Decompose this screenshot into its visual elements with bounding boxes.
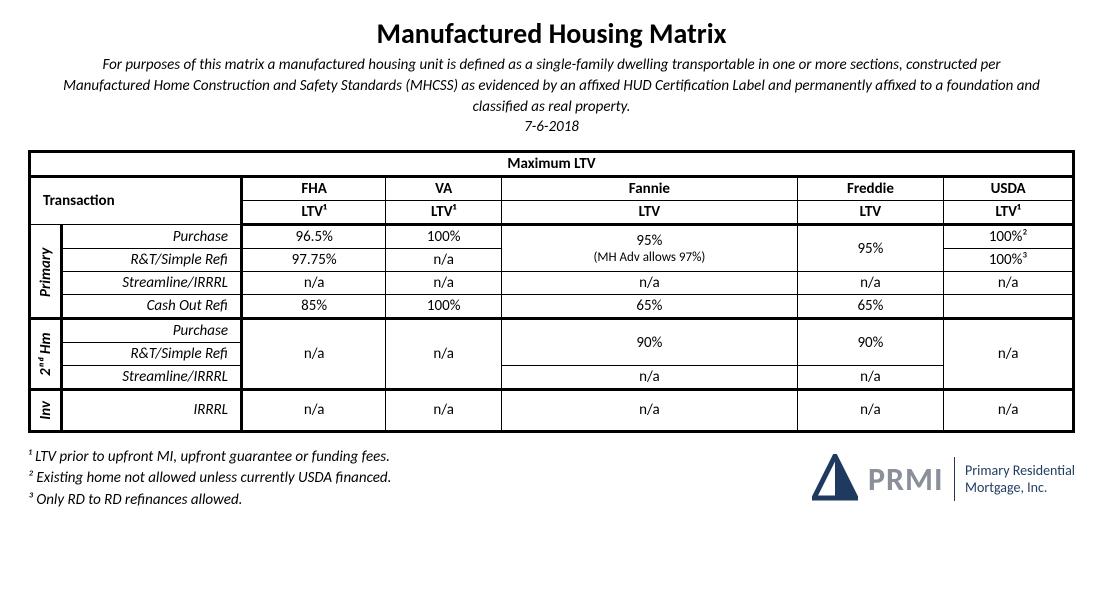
cell: 100%³	[944, 249, 1074, 272]
row-second-purchase: Purchase	[62, 319, 242, 343]
logo-line1: Primary Residential	[965, 462, 1075, 480]
col-usda: USDA	[944, 177, 1074, 201]
cell: 100%²	[944, 225, 1074, 249]
row-second-rt: R&T/Simple Refi	[62, 343, 242, 366]
cell: n/a	[797, 272, 944, 295]
cell: 96.5%	[242, 225, 386, 249]
page-subtitle: For purposes of this matrix a manufactur…	[62, 55, 1042, 118]
logo-divider	[954, 457, 956, 501]
sub-fannie: LTV	[502, 201, 798, 225]
cell: n/a	[502, 272, 798, 295]
group-inv: Inv	[30, 390, 62, 432]
cell-freddie-merged: 95%	[797, 225, 944, 272]
cell: n/a	[242, 390, 386, 432]
logo-line2: Mortgage, Inc.	[965, 479, 1075, 497]
table-caption: Maximum LTV	[30, 152, 1074, 177]
sub-usda: LTV¹	[944, 201, 1074, 225]
cell: n/a	[386, 272, 502, 295]
logo-acronym: PRMI	[868, 460, 944, 499]
logo: PRMI Primary Residential Mortgage, Inc.	[812, 454, 1075, 504]
row-inv-irrrl: IRRRL	[62, 390, 242, 432]
cell: n/a	[797, 390, 944, 432]
logo-subtext: Primary Residential Mortgage, Inc.	[965, 462, 1075, 497]
cell	[944, 295, 1074, 319]
footnote-3: ³ Only RD to RD refinances allowed.	[28, 490, 391, 512]
row-primary-streamline: Streamline/IRRRL	[62, 272, 242, 295]
sub-fha: LTV¹	[242, 201, 386, 225]
row-second-streamline: Streamline/IRRRL	[62, 366, 242, 390]
cell: n/a	[386, 390, 502, 432]
footnote-2: ² Existing home not allowed unless curre…	[28, 468, 391, 490]
cell: n/a	[797, 366, 944, 390]
row-primary-purchase: Purchase	[62, 225, 242, 249]
cell: n/a	[502, 390, 798, 432]
row-primary-cashout: Cash Out Refi	[62, 295, 242, 319]
ltv-matrix-table: Maximum LTV Transaction FHA VA Fannie Fr…	[28, 150, 1075, 433]
cell: n/a	[502, 366, 798, 390]
fannie-merged-note: (MH Adv allows 97%)	[510, 250, 789, 265]
cell: 90%	[797, 319, 944, 366]
cell-fannie-merged: 95% (MH Adv allows 97%)	[502, 225, 798, 272]
cell: 90%	[502, 319, 798, 366]
cell: n/a	[242, 272, 386, 295]
sub-freddie: LTV	[797, 201, 944, 225]
footnotes: ¹ LTV prior to upfront MI, upfront guara…	[28, 447, 391, 512]
cell: 100%	[386, 295, 502, 319]
logo-icon	[812, 454, 858, 504]
group-primary: Primary	[30, 225, 62, 319]
cell: n/a	[944, 390, 1074, 432]
col-va: VA	[386, 177, 502, 201]
cell: 97.75%	[242, 249, 386, 272]
cell: 65%	[502, 295, 798, 319]
cell: n/a	[944, 272, 1074, 295]
cell: n/a	[386, 319, 502, 390]
cell: 85%	[242, 295, 386, 319]
cell: 100%	[386, 225, 502, 249]
page-title: Manufactured Housing Matrix	[28, 16, 1075, 51]
fannie-merged-val: 95%	[510, 232, 789, 250]
cell: n/a	[242, 319, 386, 390]
footer: ¹ LTV prior to upfront MI, upfront guara…	[28, 447, 1075, 512]
col-fha: FHA	[242, 177, 386, 201]
col-freddie: Freddie	[797, 177, 944, 201]
group-second: 2ⁿᵈ Hm	[30, 319, 62, 390]
footnote-1: ¹ LTV prior to upfront MI, upfront guara…	[28, 447, 391, 469]
col-fannie: Fannie	[502, 177, 798, 201]
cell: n/a	[386, 249, 502, 272]
cell: 65%	[797, 295, 944, 319]
row-primary-rt: R&T/Simple Refi	[62, 249, 242, 272]
page-date: 7-6-2018	[28, 118, 1075, 136]
sub-va: LTV¹	[386, 201, 502, 225]
cell: n/a	[944, 319, 1074, 390]
transaction-header: Transaction	[30, 177, 242, 225]
